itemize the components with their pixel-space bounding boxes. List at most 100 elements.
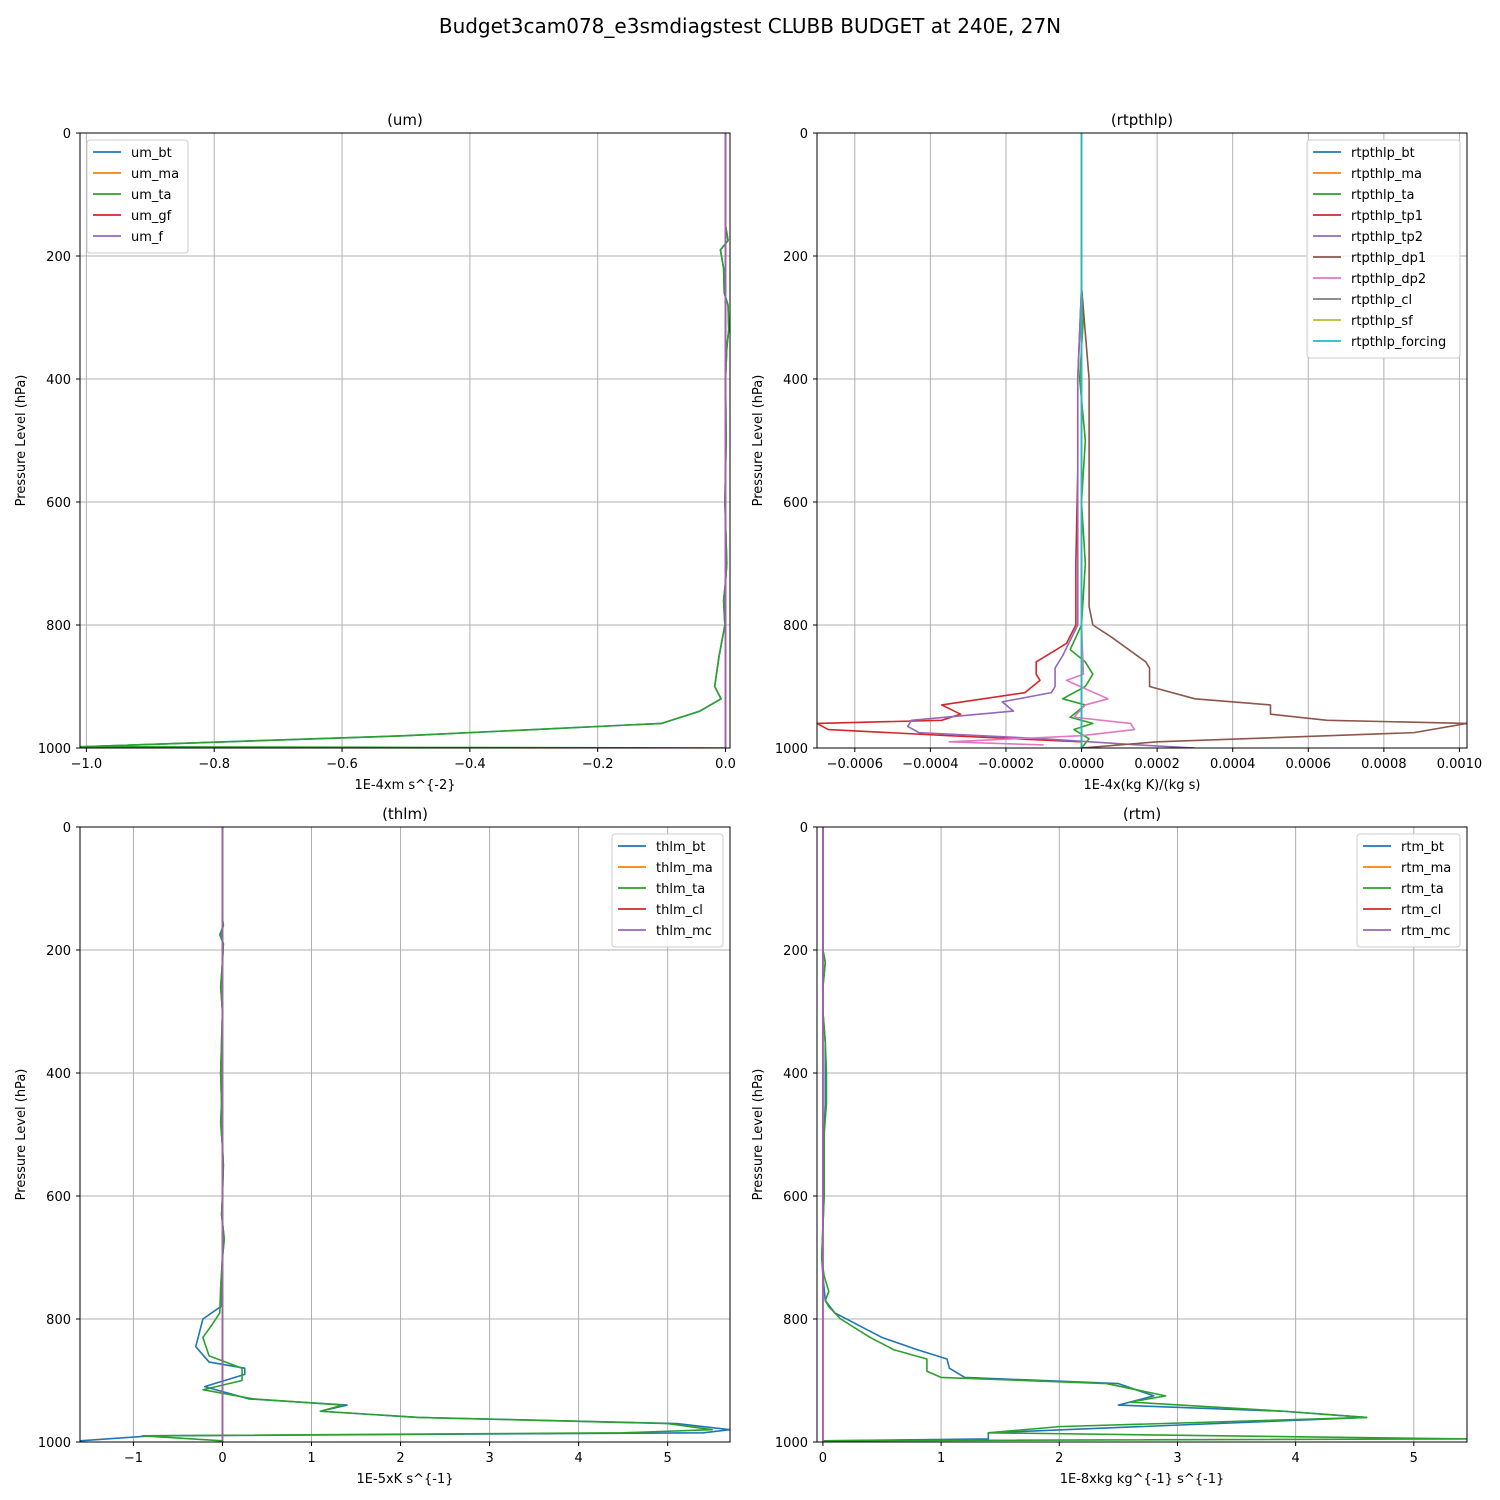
legend-label: rtpthlp_bt: [1351, 146, 1415, 161]
legend-label: um_f: [131, 230, 163, 245]
y-tick-label: 600: [783, 1190, 808, 1205]
legend-label: rtpthlp_dp1: [1351, 251, 1426, 266]
y-tick-label: 400: [783, 1067, 808, 1082]
legend-label: thlm_mc: [656, 924, 712, 939]
x-tick-label: 1: [937, 1451, 945, 1466]
series-line-rtpthlp_dp2: [948, 624, 1136, 746]
series-group: [817, 133, 1467, 748]
y-tick-label: 1000: [38, 742, 71, 757]
x-tick-label: −0.4: [454, 757, 486, 772]
y-axis-label: Pressure Level (hPa): [751, 375, 766, 507]
y-tick-label: 0: [800, 821, 808, 836]
y-tick-label: 200: [783, 250, 808, 265]
x-tick-label: 0: [819, 1451, 827, 1466]
panel-title: (rtm): [1123, 805, 1161, 823]
y-tick-label: 1000: [775, 742, 808, 757]
legend-label: rtpthlp_forcing: [1351, 335, 1446, 350]
chart-panel-3: −1 0 1 2 3 4 5 0 200 400 600 800 1000 (thlm) 1E-5xK s^…: [14, 805, 731, 1487]
x-tick-label: −0.6: [326, 757, 358, 772]
y-axis-label: Pressure Level (hPa): [14, 1069, 29, 1201]
y-tick-label: 0: [63, 127, 71, 142]
x-tick-label: −0.0006: [827, 757, 883, 772]
series-group: [820, 827, 1467, 1442]
series-line-rtpthlp_tp1: [817, 286, 1083, 748]
panel-title: (rtpthlp): [1111, 111, 1173, 129]
y-tick-label: 0: [800, 127, 808, 142]
series-line-rtpthlp_tp2: [906, 286, 1195, 748]
x-tick-label: −0.0004: [902, 757, 958, 772]
x-tick-label: −1.0: [71, 757, 103, 772]
y-tick-label: 1000: [38, 1436, 71, 1451]
x-tick-label: 1: [307, 1451, 315, 1466]
x-tick-label: 0.0: [715, 757, 736, 772]
y-tick-label: 800: [783, 619, 808, 634]
legend-label: um_ma: [131, 167, 179, 182]
x-tick-label: 0: [218, 1451, 226, 1466]
axes-frame: [79, 132, 731, 749]
legend-label: rtm_mc: [1401, 924, 1450, 939]
y-tick-label: 200: [46, 944, 71, 959]
legend: um_bt um_ma um_ta um_gf um_f: [86, 139, 189, 254]
legend-label: rtpthlp_cl: [1351, 293, 1412, 308]
legend-label: rtm_ta: [1401, 882, 1444, 897]
x-tick-label: 4: [574, 1451, 582, 1466]
series-line-rtpthlp_dp1: [1080, 286, 1467, 748]
legend-label: um_bt: [131, 146, 172, 161]
series-line-rtpthlp_ta: [1061, 133, 1094, 748]
legend-label: rtm_cl: [1401, 903, 1441, 918]
x-axis-label: 1E-8xkg kg^{-1} s^{-1}: [1060, 1472, 1225, 1487]
legend-frame: [1356, 833, 1461, 948]
legend-label: thlm_ma: [656, 861, 713, 876]
legend-label: rtpthlp_ta: [1351, 188, 1414, 203]
y-tick-label: 200: [783, 944, 808, 959]
legend-label: um_ta: [131, 188, 171, 203]
y-tick-label: 800: [46, 619, 71, 634]
legend-label: rtm_bt: [1401, 840, 1444, 855]
x-axis-label: 1E-4x(kg K)/(kg s): [1084, 778, 1201, 793]
y-tick-label: 0: [63, 821, 71, 836]
x-tick-label: −1: [124, 1451, 143, 1466]
axes-frame: [79, 826, 731, 1443]
x-tick-label: 5: [1410, 1451, 1418, 1466]
legend-label: rtpthlp_ma: [1351, 167, 1422, 182]
x-tick-label: −0.2: [582, 757, 614, 772]
panel-title: (um): [387, 111, 423, 129]
chart-panel-4: 0 1 2 3 4 5 0 200 400 600 800 1000 (rtm) 1E-8xkg kg^{…: [751, 805, 1468, 1487]
legend-frame: [86, 139, 189, 254]
y-tick-label: 800: [783, 1313, 808, 1328]
y-axis-label: Pressure Level (hPa): [14, 375, 29, 507]
y-tick-label: 1000: [775, 1436, 808, 1451]
series-line-rtm_ta: [820, 827, 1467, 1442]
y-tick-label: 600: [46, 496, 71, 511]
legend-label: rtm_ma: [1401, 861, 1451, 876]
x-tick-label: 5: [664, 1451, 672, 1466]
x-tick-label: −0.8: [198, 757, 230, 772]
x-tick-label: 2: [1055, 1451, 1063, 1466]
y-tick-label: 200: [46, 250, 71, 265]
legend-label: rtpthlp_tp1: [1351, 209, 1423, 224]
x-tick-label: 0.0008: [1361, 757, 1407, 772]
legend: rtm_bt rtm_ma rtm_ta rtm_cl rtm_mc: [1356, 833, 1461, 948]
y-tick-label: 600: [783, 496, 808, 511]
figure-title: Budget3cam078_e3smdiagstest CLUBB BUDGET…: [438, 14, 1062, 38]
x-tick-label: 0.0004: [1210, 757, 1256, 772]
legend-frame: [611, 833, 724, 948]
axes-frame: [816, 826, 1468, 1443]
legend-label: thlm_bt: [656, 840, 705, 855]
x-tick-label: 0.0006: [1286, 757, 1332, 772]
x-tick-label: 0.0002: [1134, 757, 1180, 772]
x-tick-label: 3: [485, 1451, 493, 1466]
legend-label: rtpthlp_sf: [1351, 314, 1413, 329]
chart-panel-1: −1.0 −0.8 −0.6 −0.4 −0.2 0.0 0 200 400 600 800 1000…: [14, 111, 736, 793]
legend: thlm_bt thlm_ma thlm_ta thlm_cl thlm_mc: [611, 833, 724, 948]
legend-label: thlm_cl: [656, 903, 703, 918]
x-tick-label: 0.0000: [1059, 757, 1105, 772]
series-group: [80, 827, 730, 1442]
series-line-rtm_bt: [820, 827, 1368, 1442]
y-tick-label: 400: [783, 373, 808, 388]
y-tick-label: 800: [46, 1313, 71, 1328]
legend-label: rtpthlp_dp2: [1351, 272, 1426, 287]
legend: rtpthlp_bt rtpthlp_ma rtpthlp_ta rtpthlp_tp…: [1306, 139, 1461, 359]
series-line-um_ta: [80, 133, 730, 748]
legend-label: thlm_ta: [656, 882, 705, 897]
